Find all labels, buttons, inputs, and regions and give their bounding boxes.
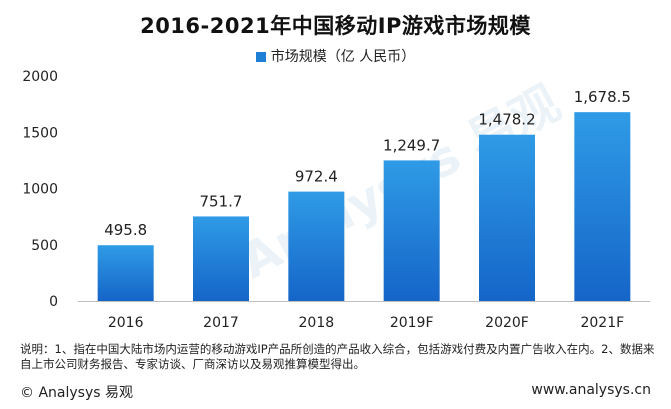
x-tick-label-2020F: 2020F: [485, 315, 529, 331]
data-label-2016: 495.8: [104, 221, 147, 239]
x-tick-label-2016: 2016: [108, 315, 144, 331]
y-tick-label: 2000: [22, 69, 58, 85]
y-tick-label: 500: [31, 238, 58, 254]
x-tick-label-2019F: 2019F: [390, 315, 434, 331]
data-label-2021F: 1,678.5: [574, 88, 631, 106]
footer-url[interactable]: www.analysys.cn: [531, 382, 651, 398]
chart-title: 2016-2021年中国移动IP游戏市场规模: [140, 14, 531, 38]
bar-2017[interactable]: [193, 216, 249, 301]
x-tick-label-2021F: 2021F: [580, 315, 624, 331]
data-label-2018: 972.4: [295, 168, 338, 186]
chart-note: 说明：1、指在中国大陆市场内运营的移动游戏IP产品所创造的产品收入综合，包括游戏…: [20, 342, 655, 371]
bar-2020F[interactable]: [479, 134, 535, 301]
y-tick-label: 1000: [22, 182, 58, 198]
bar-2016[interactable]: [97, 245, 154, 301]
bar-2021F[interactable]: [574, 112, 631, 301]
y-tick-label: 0: [49, 294, 58, 310]
data-label-2017: 751.7: [200, 192, 243, 210]
footer-brand: © Analysys 易观: [20, 385, 133, 401]
y-tick-label: 1500: [22, 125, 58, 141]
chart-legend: 市场规模（亿 人民币）: [0, 46, 671, 66]
bar-2018[interactable]: [288, 191, 345, 301]
x-tick-label-2017: 2017: [203, 315, 239, 331]
legend-swatch: [255, 52, 266, 62]
data-label-2020F: 1,478.2: [478, 111, 535, 129]
legend-label: 市场规模（亿 人民币）: [270, 49, 416, 65]
x-tick-label-2018: 2018: [299, 315, 335, 331]
bar-2019F[interactable]: [383, 160, 440, 301]
data-label-2019F: 1,249.7: [383, 136, 440, 154]
